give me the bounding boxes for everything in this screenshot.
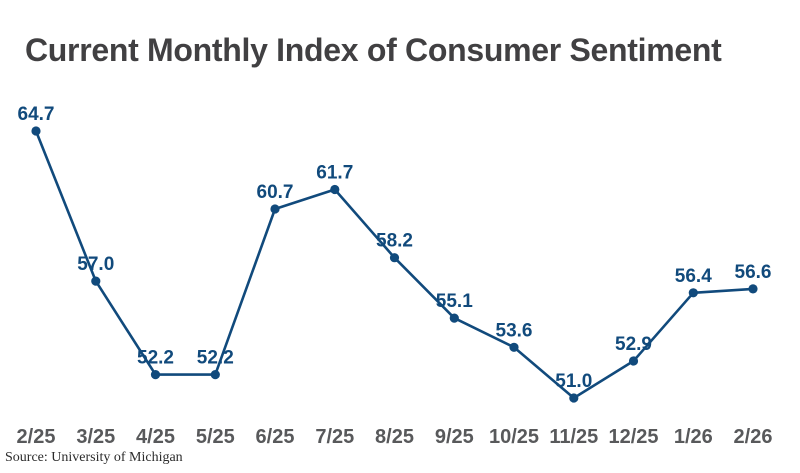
data-point-label: 56.4 <box>675 266 712 287</box>
data-point-label: 51.0 <box>555 371 592 392</box>
data-point <box>270 204 280 214</box>
data-point-label: 52.9 <box>615 334 652 355</box>
x-axis-tick-label: 12/25 <box>608 426 658 448</box>
data-point-label: 56.6 <box>735 262 772 283</box>
data-point-label: 60.7 <box>257 182 294 203</box>
x-axis-tick-label: 6/25 <box>256 426 295 448</box>
chart-title: Current Monthly Index of Consumer Sentim… <box>25 32 722 68</box>
data-point-label: 52.2 <box>197 348 234 369</box>
data-point-label: 52.2 <box>137 348 174 369</box>
x-axis-tick-label: 9/25 <box>435 426 474 448</box>
data-point-label: 57.0 <box>77 254 114 275</box>
x-axis-tick-label: 2/25 <box>17 426 56 448</box>
x-axis-tick-label: 10/25 <box>489 426 539 448</box>
data-point <box>389 253 400 263</box>
data-point <box>150 370 161 380</box>
data-point <box>748 284 758 294</box>
data-point <box>628 356 639 366</box>
x-axis-tick-label: 7/25 <box>315 426 354 448</box>
data-point <box>31 126 41 136</box>
data-point-label: 64.7 <box>18 104 55 125</box>
data-point-label: 61.7 <box>316 163 353 184</box>
x-axis-tick-label: 4/25 <box>136 426 175 448</box>
data-point-label: 53.6 <box>496 320 533 341</box>
data-point <box>449 313 459 323</box>
x-axis-tick-label: 3/25 <box>76 426 115 448</box>
x-axis-tick-label: 1/26 <box>674 426 713 448</box>
x-axis-tick-label: 5/25 <box>196 426 235 448</box>
x-axis-tick-label: 2/26 <box>734 426 773 448</box>
data-point <box>569 393 579 403</box>
data-point <box>509 342 519 352</box>
data-point-label: 55.1 <box>436 291 473 312</box>
source-note: Source: University of Michigan <box>5 450 183 465</box>
data-point <box>91 276 101 286</box>
x-axis-tick-label: 11/25 <box>549 426 598 448</box>
data-point <box>688 288 698 298</box>
data-point <box>210 370 220 380</box>
data-point-label: 58.2 <box>376 231 413 252</box>
x-axis-tick-label: 8/25 <box>375 426 414 448</box>
data-point <box>330 184 340 195</box>
